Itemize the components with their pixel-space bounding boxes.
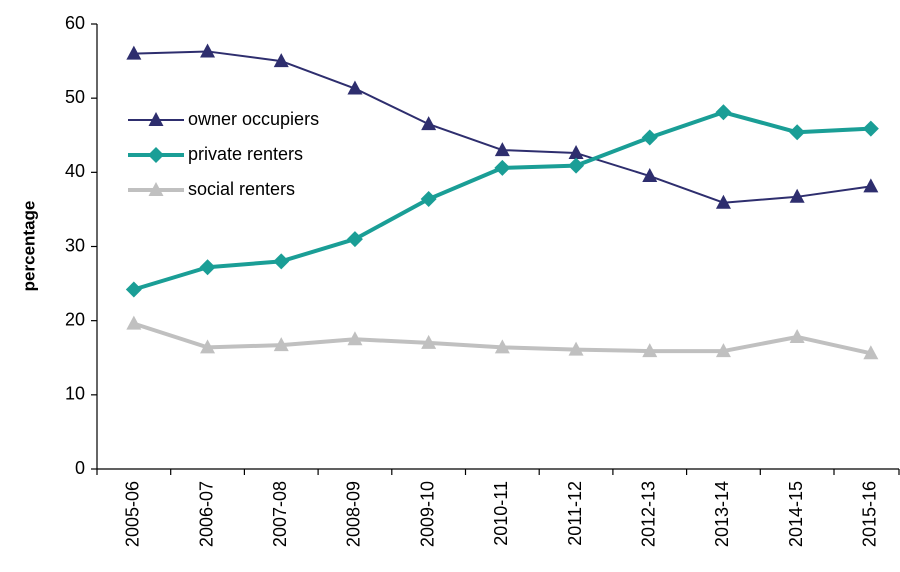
marker [862, 120, 879, 137]
x-tick-label: 2009-10 [417, 481, 437, 547]
legend-marker [148, 147, 164, 163]
marker [421, 116, 437, 131]
marker [273, 53, 289, 68]
y-tick-label: 0 [75, 458, 85, 478]
marker [494, 159, 511, 176]
marker [200, 339, 216, 354]
marker [200, 43, 216, 58]
x-tick-label: 2007-08 [270, 481, 290, 547]
x-tick-label: 2012-13 [639, 481, 659, 547]
marker [347, 80, 363, 95]
x-tick-label: 2013-14 [712, 481, 732, 547]
marker [273, 337, 289, 352]
y-tick-label: 40 [65, 161, 85, 181]
marker [568, 341, 584, 356]
marker [863, 178, 879, 193]
marker [789, 188, 805, 203]
marker [421, 334, 437, 349]
marker [494, 142, 510, 157]
x-tick-label: 2010-11 [491, 481, 511, 546]
series-line [133, 110, 871, 292]
legend-label: social renters [188, 179, 295, 199]
marker [347, 331, 363, 346]
marker [420, 191, 437, 208]
marker [789, 328, 805, 343]
x-tick-label: 2014-15 [786, 481, 806, 547]
marker [568, 145, 584, 160]
marker [715, 194, 731, 209]
marker [346, 231, 363, 248]
y-tick-label: 50 [65, 87, 85, 107]
marker [126, 315, 142, 330]
legend-marker [148, 182, 164, 196]
x-tick-label: 2006-07 [196, 481, 216, 547]
marker [789, 124, 806, 141]
x-tick-label: 2011-12 [565, 481, 585, 546]
marker [125, 281, 142, 298]
y-tick-label: 10 [65, 384, 85, 404]
y-tick-label: 30 [65, 235, 85, 255]
y-tick-label: 60 [65, 13, 85, 33]
marker [715, 104, 732, 121]
x-tick-label: 2008-09 [344, 481, 364, 547]
legend-marker [148, 112, 164, 126]
x-tick-label: 2015-16 [860, 481, 880, 547]
marker [715, 343, 731, 358]
marker [641, 129, 658, 146]
marker [642, 343, 658, 358]
marker [568, 157, 585, 174]
x-tick-label: 2005-06 [123, 481, 143, 547]
y-tick-label: 20 [65, 309, 85, 329]
y-axis-label: percentage [19, 201, 38, 292]
marker [199, 259, 216, 276]
legend-label: owner occupiers [188, 109, 319, 129]
legend-label: private renters [188, 144, 303, 164]
marker [494, 339, 510, 354]
marker [273, 253, 290, 270]
marker [126, 45, 142, 60]
marker [863, 345, 879, 360]
marker [642, 168, 658, 183]
